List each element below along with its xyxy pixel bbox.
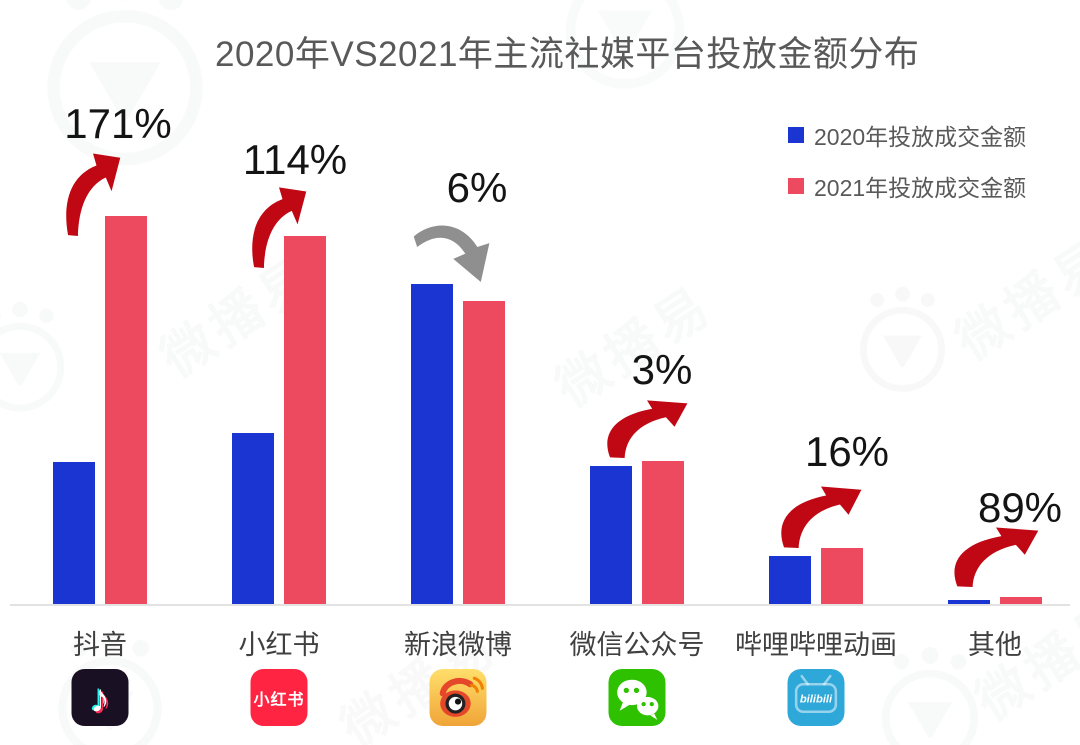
bar-2021 — [1000, 597, 1042, 605]
legend-item-2020: 2020年投放成交金额 — [788, 118, 1026, 152]
category-label: 小红书 — [238, 630, 320, 660]
category-label: 新浪微博 — [404, 630, 512, 660]
trend-arrow-up-icon — [250, 184, 308, 268]
douyin-icon: ♪ ♪ ♪ — [71, 669, 129, 726]
music-note-glyph: ♪ — [88, 676, 108, 720]
bar-2020 — [590, 466, 632, 605]
change-label: 16% — [804, 428, 890, 475]
chart-title: 2020年VS2021年主流社媒平台投放金额分布 — [215, 35, 920, 74]
legend-label-2021: 2021年投放成交金额 — [814, 175, 1027, 201]
bar-2021 — [463, 301, 505, 605]
xiaohongshu-icon-text: 小红书 — [253, 691, 305, 709]
wechat-icon — [608, 669, 666, 726]
bar-2020 — [948, 600, 990, 605]
music-note-glyph: ♪ — [92, 679, 112, 723]
category-label: 哔哩哔哩动画 — [735, 630, 897, 660]
music-note-glyph: ♪ — [90, 677, 110, 721]
svg-text:bilibili: bilibili — [800, 694, 833, 706]
trend-arrow-up-icon — [604, 398, 690, 458]
legend-swatch-2020-icon — [788, 127, 804, 143]
bar-2021 — [284, 236, 326, 605]
trend-arrow-up-icon — [64, 150, 122, 236]
legend-item-2021: 2021年投放成交金额 — [788, 169, 1026, 203]
trend-arrow-down-icon — [412, 218, 498, 284]
bar-2021 — [821, 548, 863, 605]
bar-2020 — [769, 556, 811, 605]
change-label: 114% — [242, 136, 348, 183]
legend-swatch-2021-icon — [788, 178, 804, 194]
category-label: 抖音 — [73, 630, 127, 660]
change-label: 6% — [446, 164, 508, 211]
change-label: 171% — [64, 100, 172, 147]
x-axis-line — [10, 604, 1070, 606]
legend-label-2020: 2020年投放成交金额 — [814, 124, 1027, 150]
trend-arrow-up-icon — [778, 484, 864, 548]
category-label: 其他 — [968, 630, 1022, 660]
legend: 2020年投放成交金额 2021年投放成交金额 — [788, 118, 1026, 220]
weibo-icon — [429, 669, 487, 726]
change-label: 3% — [631, 346, 693, 393]
bilibili-icon: bilibili — [787, 669, 845, 726]
bar-2021 — [642, 461, 684, 605]
bar-2020 — [53, 462, 95, 605]
bar-2020 — [411, 284, 453, 605]
xiaohongshu-icon: 小红书 — [250, 669, 308, 726]
category-label: 微信公众号 — [569, 630, 705, 660]
bar-2021 — [105, 216, 147, 605]
trend-arrow-up-icon — [951, 525, 1041, 587]
bar-2020 — [232, 433, 274, 605]
change-label: 89% — [977, 484, 1063, 531]
